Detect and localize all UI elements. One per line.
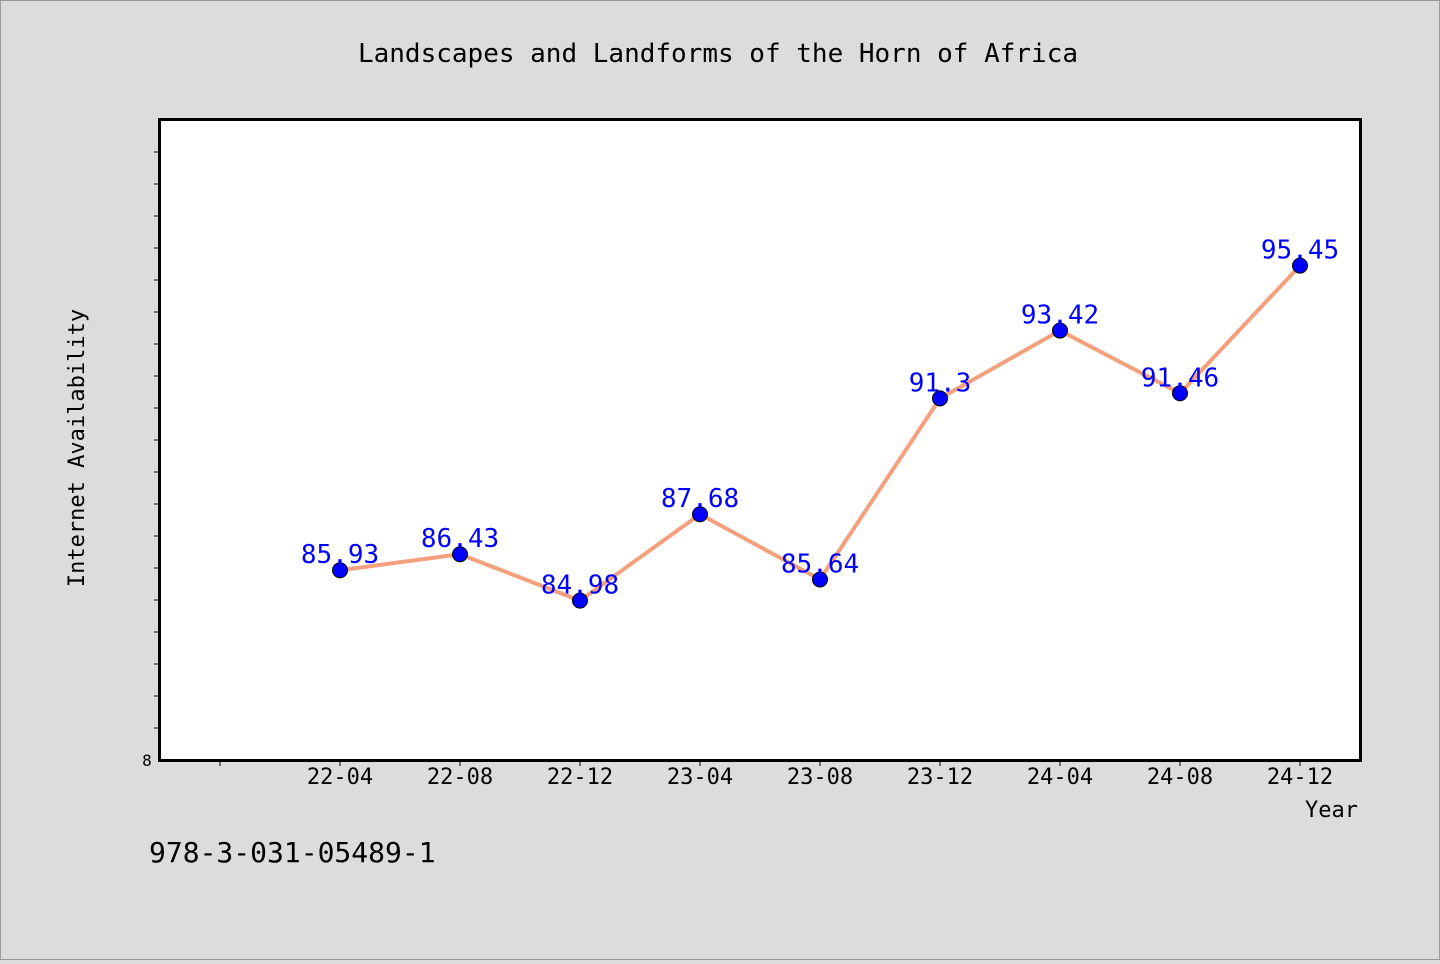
data-markers bbox=[332, 257, 1308, 609]
y-tick-label: 8 bbox=[142, 751, 152, 770]
data-label: 85.64 bbox=[781, 550, 859, 580]
data-label: 87.68 bbox=[661, 484, 739, 514]
plot-area bbox=[158, 118, 1362, 762]
data-point bbox=[692, 506, 708, 523]
data-label: 91.3 bbox=[909, 368, 972, 398]
data-label: 86.43 bbox=[421, 524, 499, 554]
y-axis-label: Internet Availability bbox=[65, 309, 90, 587]
x-tick-label: 23-08 bbox=[787, 765, 853, 790]
data-label: 85.93 bbox=[301, 540, 379, 570]
x-tick-label: 23-04 bbox=[667, 765, 733, 790]
data-point bbox=[1052, 322, 1068, 339]
footer-isbn: 978-3-031-05489-1 bbox=[149, 836, 436, 869]
x-tick-label: 22-04 bbox=[307, 765, 373, 790]
data-point bbox=[572, 592, 588, 609]
data-point bbox=[332, 562, 348, 579]
data-point bbox=[452, 546, 468, 563]
y-axis-ticks bbox=[154, 151, 160, 729]
x-tick-label: 23-12 bbox=[907, 765, 973, 790]
x-tick-label: 24-12 bbox=[1267, 765, 1333, 790]
x-axis-ticks: 22-04 22-08 22-12 23-04 23-08 23-12 24-04 24-08… bbox=[219, 760, 1333, 790]
x-axis-label: Year bbox=[1305, 798, 1358, 823]
data-label: 95.45 bbox=[1261, 236, 1339, 266]
x-tick-label: 24-08 bbox=[1147, 765, 1213, 790]
data-label: 91.46 bbox=[1141, 363, 1219, 393]
x-tick-label: 22-08 bbox=[427, 765, 493, 790]
data-label: 93.42 bbox=[1021, 301, 1099, 331]
data-labels: 85.93 86.43 84.98 87.68 85.64 91.3 93.42 91.46 9… bbox=[301, 236, 1339, 601]
x-tick-label: 22-12 bbox=[547, 765, 613, 790]
x-tick-label: 24-04 bbox=[1027, 765, 1093, 790]
data-point bbox=[1292, 257, 1308, 274]
data-label: 84.98 bbox=[541, 571, 619, 601]
data-point bbox=[932, 390, 948, 407]
chart-title: Landscapes and Landforms of the Horn of … bbox=[358, 39, 1078, 69]
data-point bbox=[1172, 385, 1188, 402]
data-point bbox=[812, 571, 828, 588]
